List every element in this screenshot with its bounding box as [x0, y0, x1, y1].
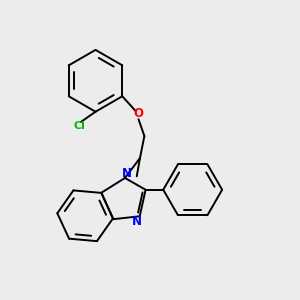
- Text: N: N: [122, 167, 132, 180]
- Text: O: O: [134, 107, 143, 120]
- Text: N: N: [132, 215, 142, 228]
- Text: Cl: Cl: [74, 121, 85, 130]
